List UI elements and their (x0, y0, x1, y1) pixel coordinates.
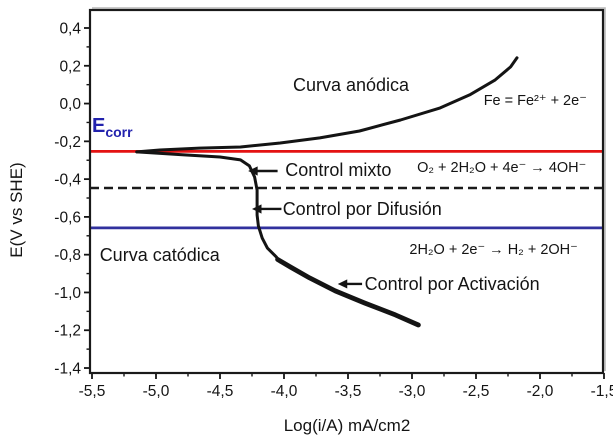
y-tick-label: -0,8 (54, 247, 81, 264)
ecorr-symbol: E (92, 114, 106, 137)
y-tick-label: 0,4 (59, 21, 81, 38)
activation-control-label: Control por Activación (364, 274, 540, 294)
x-tick-label: -3,5 (335, 383, 362, 400)
anodic-branch (135, 56, 519, 154)
y-tick-label: -0,4 (54, 172, 81, 189)
x-tick-label: -5,0 (143, 383, 170, 400)
x-tick-label: -2,0 (527, 383, 554, 400)
anodic-curve-label: Curva anódica (293, 75, 410, 95)
mixed-control-label: Control mixto (285, 160, 392, 181)
ecorr-label: Ecorr (92, 114, 133, 139)
diffusion-control-label: Control por Difusión (282, 199, 442, 219)
x-tick-label: -4,5 (207, 383, 234, 400)
y-tick-label: 0,2 (59, 58, 81, 75)
y-tick-label: -1,4 (54, 361, 81, 378)
cathodic-curve-label: Curva catódica (99, 245, 220, 266)
water-reduction-reaction: 2H₂O + 2e⁻ → H₂ + 2OH⁻ (409, 241, 578, 258)
y-tick-label: -1,2 (54, 323, 81, 340)
x-tick-label: -1,5 (591, 383, 613, 400)
plot-frame (88, 8, 605, 375)
x-tick-label: -4,0 (271, 383, 298, 400)
x-tick-label: -3,0 (399, 383, 426, 400)
iron-oxidation-reaction: Fe = Fe²⁺ + 2e⁻ (483, 92, 587, 109)
frame-shadow (92, 7, 606, 371)
x-axis-title: Log(i/A) mA/cm2 (283, 416, 411, 435)
cathodic-tafel-segment (275, 256, 421, 328)
oxygen-reduction-reaction: O₂ + 2H₂O + 4e⁻ → 4OH⁻ (417, 159, 587, 176)
cathodic-branch (135, 150, 282, 264)
y-tick-label: -1,0 (54, 285, 81, 302)
mixed-control-arrow-head (248, 166, 258, 176)
x-tick-label: -5,5 (79, 383, 106, 400)
y-tick-label: -0,2 (54, 134, 81, 151)
activation-control-arrow-head (337, 279, 348, 289)
ecorr-subscript: corr (105, 123, 133, 140)
y-tick-label: 0,0 (59, 96, 81, 113)
y-tick-label: -0,6 (54, 209, 81, 226)
diffusion-control-arrow-head (252, 204, 262, 214)
x-tick-label: -2,5 (463, 383, 490, 400)
